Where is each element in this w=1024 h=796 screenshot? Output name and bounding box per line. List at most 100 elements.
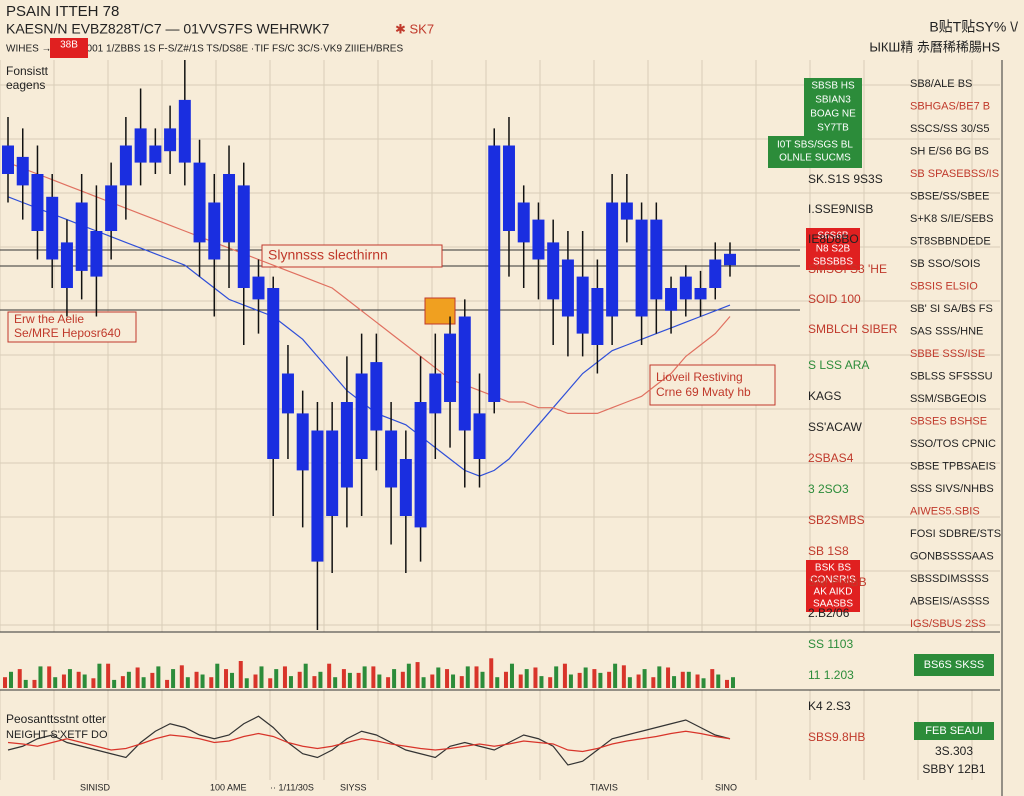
oscillator-line (7, 715, 731, 766)
side-text: ST8SBBNDEDE (910, 235, 991, 247)
volume-bar (333, 677, 338, 688)
volume-bar (480, 671, 485, 688)
green-box (914, 722, 994, 740)
volume-bar (583, 667, 588, 688)
volume-bar (725, 679, 729, 688)
volume-bar (598, 672, 603, 688)
candle-body (326, 430, 339, 516)
side-text: SBSE/SS/SBEE (910, 190, 989, 202)
annotation-box (7, 311, 137, 343)
oscillator-line (7, 730, 731, 753)
candle-body (252, 276, 265, 300)
candle-body (385, 430, 398, 488)
volume-bar (710, 669, 715, 688)
candle-body (31, 174, 44, 231)
side-text: SB 1S8 (808, 544, 849, 558)
volume-bar (568, 674, 573, 688)
side-text: SBBY 12B1 (922, 762, 985, 776)
candle-body (105, 185, 118, 231)
volume-bar (672, 676, 677, 688)
volume-bar (171, 669, 176, 688)
side-text: 3S.303 (935, 744, 973, 758)
volume-bar (392, 669, 397, 688)
subtitle-mark: ✱ SK7 (395, 21, 434, 36)
volume-bar (288, 676, 293, 688)
side-text: SS'ACAW (808, 420, 863, 434)
side-text: SB8/ALE BS (910, 78, 972, 90)
candle-body (267, 288, 280, 459)
volume-bar (297, 671, 302, 688)
volume-bar (651, 677, 656, 688)
volume-bar (613, 663, 618, 688)
volume-bar (97, 663, 102, 688)
candle-body (355, 373, 368, 459)
green-box (914, 654, 994, 676)
volume-bar (695, 674, 700, 688)
volume-bar (185, 677, 190, 688)
candle-body (650, 219, 663, 300)
volume-bar (524, 669, 529, 688)
volume-bar (347, 672, 352, 688)
volume-bar (666, 667, 671, 688)
annotation: Se/MRE Heposr640 (14, 326, 121, 340)
side-text: KAGS (808, 389, 841, 403)
volume-bar (82, 674, 87, 688)
volume-bar (135, 667, 140, 688)
x-tick-label: SINO (715, 782, 737, 792)
volume-bar (23, 679, 28, 688)
side-text: SSO/TOS CPNIC (910, 438, 996, 450)
candle-body (340, 402, 353, 488)
volume-bar (150, 672, 155, 688)
volume-bar (303, 663, 308, 688)
annotation: Crne 69 Mvaty hb (656, 385, 751, 399)
volume-bar (67, 669, 72, 688)
candle-body (399, 459, 412, 516)
grid (0, 60, 1000, 780)
box-text: SY7TB (817, 123, 849, 134)
volume-bar (627, 677, 632, 688)
volume-bar (268, 678, 273, 688)
annotation: Erw the Aelie (14, 312, 84, 326)
volume-bar (165, 679, 170, 688)
side-text: SBLSS SFSSSU (910, 370, 993, 382)
annotation-box (649, 364, 776, 406)
side-text: IE8D8BO (808, 232, 859, 246)
volume-bar (701, 678, 706, 688)
volume-bar (621, 665, 626, 688)
side-text: SBHGAS/BE7 B (910, 100, 990, 112)
volume-bar (38, 666, 43, 688)
side-text: SK.S1S 9S3S (808, 172, 883, 186)
candle-body (679, 276, 692, 300)
side-text: SBSSDIMSSSS (910, 573, 989, 585)
side-text: SBSE TPBSAEIS (910, 460, 996, 472)
x-tick-label: 100 AME (210, 782, 247, 792)
side-text: SSM/SBGEOIS (910, 393, 986, 405)
side-text: SSS SIVS/NHBS (910, 483, 994, 495)
side-text: ABSEIS/ASSSS (910, 595, 989, 607)
header-right-sub: ЫКШ精 赤曆稀稀腸HS (869, 39, 1000, 54)
volume-bar (503, 671, 508, 688)
candle-body (488, 145, 501, 402)
candle-body (444, 333, 457, 402)
volume-bar (209, 677, 214, 688)
candle-body (208, 202, 221, 260)
side-text: FOSI SDBRE/STS (910, 528, 1001, 540)
candle-body (473, 413, 486, 459)
candle-body (694, 288, 707, 300)
volume-bar (194, 671, 199, 688)
candle-body (429, 373, 442, 414)
side-text: SBSIS ELSIO (910, 280, 978, 292)
volume-bar (554, 666, 559, 688)
volume-bar (230, 672, 235, 688)
box-text: I0T SBS/SGS BL (777, 140, 853, 151)
side-text: SB SSO/SOIS (910, 258, 980, 270)
side-text: SOID 100 (808, 292, 861, 306)
candle-body (311, 430, 324, 562)
candle-body (134, 128, 147, 163)
chart-subtitle: KAESN/N EVBZ828T/C7 — 01VVS7FS WEHRWK7 (6, 21, 330, 37)
side-text: 3 2SO3 (808, 482, 849, 496)
badge: 38B (60, 40, 78, 51)
side-text: SB' SI SA/BS FS (910, 303, 993, 315)
